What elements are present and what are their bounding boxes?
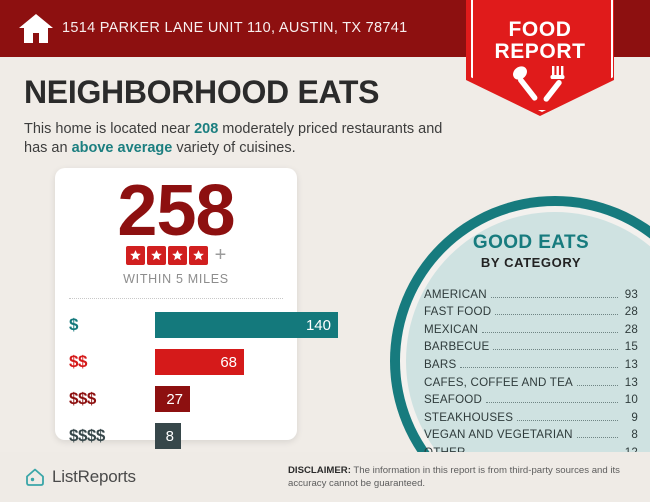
price-bar-row: $$$ 27	[55, 384, 297, 416]
category-row: CAFES, COFFEE AND TEA 13	[424, 371, 638, 389]
price-label: $$$	[69, 389, 96, 408]
category-value: 10	[624, 393, 638, 407]
disclaimer-text: The information in this report is from t…	[288, 465, 620, 489]
badge-line1: FOOD	[508, 18, 572, 41]
card-divider	[69, 298, 283, 299]
star-icon	[125, 246, 145, 265]
category-row: BARBECUE 15	[424, 336, 638, 354]
category-value: 15	[624, 340, 638, 354]
price-bar: 68	[155, 349, 244, 375]
disclaimer: DISCLAIMER: The information in this repo…	[288, 465, 634, 490]
category-value: 9	[631, 410, 638, 424]
category-row: AMERICAN 93	[424, 283, 638, 301]
price-bar-row: $$ 68	[55, 347, 297, 379]
category-name: FAST FOOD	[424, 305, 492, 319]
page-title: NEIGHBORHOOD EATS	[24, 74, 380, 110]
star-rating: +	[55, 244, 297, 266]
good-eats-list: AMERICAN 93 FAST FOOD 28 MEXICAN 28 BARBECUE 15…	[424, 283, 638, 459]
price-label: $	[69, 315, 78, 334]
dot-leader	[493, 349, 618, 351]
footer: ListReports DISCLAIMER: The information …	[0, 452, 650, 502]
home-icon	[18, 12, 54, 45]
price-level-chart: $140 $$ 68 $$$ 27 $$$$ 8	[55, 310, 338, 458]
star-icon	[188, 246, 208, 265]
category-name: STEAKHOUSES	[424, 410, 514, 424]
dot-leader	[486, 402, 618, 404]
dot-leader	[495, 314, 618, 316]
category-value: 28	[624, 305, 638, 319]
category-name: CAFES, COFFEE AND TEA	[424, 375, 573, 389]
category-value: 93	[624, 287, 638, 301]
subtitle-part1: This home is located near	[24, 121, 195, 137]
dot-leader	[517, 419, 618, 421]
subtitle-highlight-variety: above average	[71, 140, 173, 156]
subtitle-part3: variety of cuisines.	[172, 140, 296, 156]
dot-leader	[576, 384, 618, 386]
subtitle-part2: moderately priced restaurants and has an	[24, 121, 443, 156]
price-bar-row: $$$$ 8	[55, 421, 297, 453]
dot-leader	[576, 437, 618, 439]
category-row: STEAKHOUSES 9	[424, 406, 638, 424]
page-subtitle: This home is located near 208 moderately…	[24, 120, 464, 158]
category-value: 13	[624, 375, 638, 389]
category-row: SEAFOOD 10	[424, 389, 638, 407]
star-icon	[167, 246, 187, 265]
dot-leader	[482, 331, 618, 333]
good-eats-subheading: BY CATEGORY	[480, 255, 582, 270]
category-name: BARBECUE	[424, 340, 490, 354]
dot-leader	[460, 366, 618, 368]
price-bar-value: 140	[305, 316, 331, 334]
category-value: 28	[624, 322, 638, 336]
category-row: MEXICAN 28	[424, 318, 638, 336]
disclaimer-label: DISCLAIMER:	[288, 465, 351, 476]
badge-line2: REPORT	[494, 40, 586, 63]
property-address: 1514 PARKER LANE UNIT 110, AUSTIN, TX 78…	[62, 20, 408, 36]
restaurant-count-card: 258 + WITHIN 5 MILES $140 $$ 68 $$$ 27 $$$$ 8	[55, 168, 338, 449]
price-bar-value: 68	[220, 353, 237, 371]
price-label: $$	[69, 352, 87, 371]
dot-leader	[490, 296, 618, 298]
restaurant-count: 258	[117, 171, 235, 251]
within-radius-label: WITHIN 5 MILES	[123, 272, 229, 286]
spoon-fork-icon	[505, 64, 575, 106]
price-bar-row: $140	[55, 310, 338, 342]
category-row: FAST FOOD 28	[424, 301, 638, 319]
price-bar-value: 8	[165, 427, 174, 445]
good-eats-section: GOOD EATS BY CATEGORY AMERICAN 93 FAST FOO…	[424, 232, 638, 459]
subtitle-highlight-count: 208	[194, 121, 219, 137]
category-name: VEGAN AND VEGETARIAN	[424, 428, 573, 442]
category-name: BARS	[424, 357, 457, 371]
category-name: SEAFOOD	[424, 393, 483, 407]
price-bar-value: 27	[166, 390, 183, 408]
price-bar: 8	[155, 423, 181, 449]
category-name: MEXICAN	[424, 322, 479, 336]
category-value: 8	[631, 428, 638, 442]
good-eats-heading: GOOD EATS	[472, 232, 590, 253]
price-bar: 140	[155, 312, 338, 338]
house-outline-icon	[24, 466, 46, 488]
price-bar: 27	[155, 386, 190, 412]
category-row: BARS 13	[424, 353, 638, 371]
category-value: 13	[624, 357, 638, 371]
category-row: VEGAN AND VEGETARIAN 8	[424, 424, 638, 442]
price-label: $$$$	[69, 426, 105, 445]
star-plus: +	[214, 244, 227, 266]
star-icon	[146, 246, 166, 265]
listreports-logo-text: ListReports	[52, 467, 136, 486]
category-name: AMERICAN	[424, 287, 487, 301]
